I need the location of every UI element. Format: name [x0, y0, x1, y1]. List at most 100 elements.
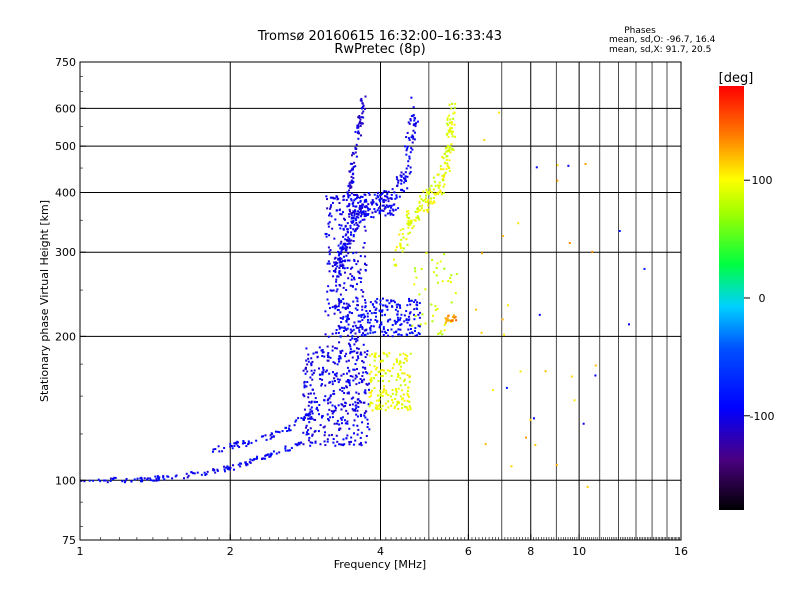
data-point [351, 330, 354, 333]
data-point [426, 204, 429, 207]
data-point [392, 299, 395, 302]
data-point [346, 366, 349, 369]
data-point [340, 408, 343, 411]
data-point [358, 331, 361, 334]
data-point [354, 362, 357, 365]
data-point [328, 270, 331, 273]
data-point [348, 441, 351, 444]
data-point [269, 434, 272, 437]
data-point [346, 379, 349, 382]
data-point [400, 313, 403, 316]
data-point [346, 228, 349, 231]
data-point [346, 422, 349, 425]
data-point [327, 225, 330, 228]
data-point [354, 165, 357, 168]
data-point [416, 120, 419, 123]
data-point [567, 164, 570, 167]
data-point [350, 214, 353, 217]
data-point [594, 374, 597, 377]
data-point [281, 430, 284, 433]
data-point [591, 250, 594, 253]
data-point [365, 200, 368, 203]
data-point [360, 116, 363, 119]
data-point [452, 112, 455, 115]
data-point [362, 104, 365, 107]
data-point [432, 314, 435, 317]
data-point [391, 392, 394, 395]
data-point [347, 392, 350, 395]
data-point [327, 285, 330, 288]
data-point [368, 391, 371, 394]
data-point [362, 332, 365, 335]
data-point [338, 271, 341, 274]
data-point [373, 311, 376, 314]
data-point [214, 471, 217, 474]
data-point [349, 227, 352, 230]
data-point [444, 321, 447, 324]
data-point [342, 298, 345, 301]
data-point [402, 173, 405, 176]
data-point [203, 471, 206, 474]
data-point [405, 357, 408, 360]
scatter-points [80, 95, 646, 488]
data-point [313, 419, 316, 422]
data-point [364, 416, 367, 419]
data-point [340, 240, 343, 243]
data-point [133, 478, 136, 481]
data-point [332, 371, 335, 374]
data-point [328, 262, 331, 265]
data-point [217, 445, 220, 448]
data-point [368, 382, 371, 385]
data-point [403, 320, 406, 323]
data-point [337, 258, 340, 261]
data-point [339, 273, 342, 276]
data-point [406, 243, 409, 246]
data-point [426, 210, 429, 213]
data-point [430, 303, 433, 306]
data-point [374, 356, 377, 359]
data-point [340, 252, 343, 255]
data-point [406, 392, 409, 395]
data-point [418, 302, 421, 305]
data-point [362, 212, 365, 215]
data-point [345, 386, 348, 389]
data-point [453, 316, 456, 319]
data-point [271, 432, 274, 435]
data-point [363, 213, 366, 216]
data-point [341, 247, 344, 250]
data-point [384, 372, 387, 375]
data-point [335, 332, 338, 335]
data-point [433, 201, 436, 204]
data-point [307, 360, 310, 363]
data-point [351, 211, 354, 214]
data-point [440, 330, 443, 333]
data-point [387, 369, 390, 372]
data-point [396, 313, 399, 316]
data-point [407, 164, 410, 167]
data-point [395, 176, 398, 179]
data-point [361, 308, 364, 311]
data-point [311, 410, 314, 413]
data-point [318, 367, 321, 370]
data-point [270, 436, 273, 439]
data-point [342, 286, 345, 289]
data-point [436, 262, 439, 265]
data-point [411, 141, 414, 144]
data-point [429, 200, 432, 203]
data-point [411, 148, 414, 151]
data-point [354, 288, 357, 291]
data-point [412, 135, 415, 138]
data-point [130, 480, 133, 483]
data-point [307, 414, 310, 417]
data-point [408, 318, 411, 321]
data-point [338, 298, 341, 301]
data-point [327, 419, 330, 422]
data-point [331, 404, 334, 407]
data-point [334, 409, 337, 412]
data-point [412, 137, 415, 140]
data-point [334, 347, 337, 350]
data-point [395, 331, 398, 334]
data-point [407, 222, 410, 225]
data-point [405, 136, 408, 139]
